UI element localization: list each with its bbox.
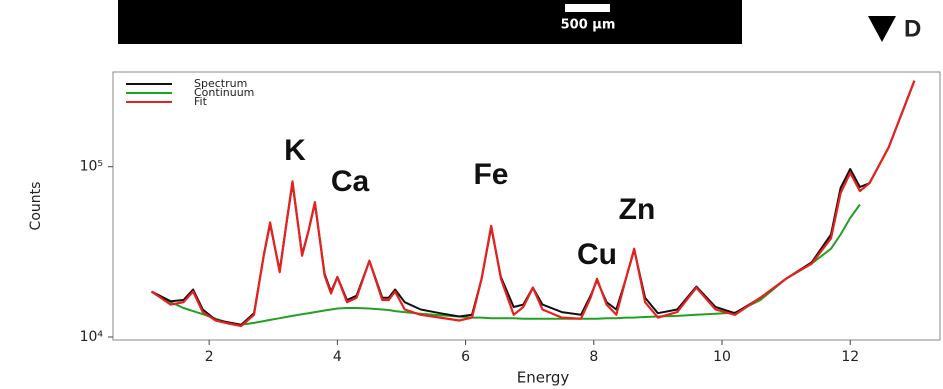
x-tick-label: 8: [589, 349, 598, 365]
peak-label: Zn: [619, 193, 656, 226]
x-tick-label: 10: [713, 349, 731, 365]
x-tick-label: 2: [205, 349, 214, 365]
scale-bar-label: 500 µm: [561, 18, 616, 33]
x-axis-label: Energy: [517, 369, 570, 387]
micrograph-strip: [118, 0, 742, 44]
x-tick-label: 12: [841, 349, 859, 365]
series-line: [152, 81, 915, 326]
scale-bar: [565, 4, 610, 12]
x-tick-label: 6: [461, 349, 470, 365]
peak-label: Ca: [331, 165, 370, 198]
y-axis-label: Counts: [28, 182, 44, 231]
x-tick-label: 4: [333, 349, 342, 365]
y-tick-label: 10⁵: [80, 159, 103, 175]
peak-label: Fe: [473, 158, 508, 191]
figure: 500 µm D Energy Counts 2468101210⁴10⁵Spe…: [0, 0, 943, 389]
legend-label: Fit: [194, 95, 208, 108]
peak-label: K: [284, 134, 306, 167]
y-tick-label: 10⁴: [80, 329, 104, 345]
panel-marker: [868, 16, 896, 42]
panel-label: D: [904, 15, 921, 42]
series-line: [152, 205, 860, 325]
peak-label: Cu: [577, 238, 617, 271]
